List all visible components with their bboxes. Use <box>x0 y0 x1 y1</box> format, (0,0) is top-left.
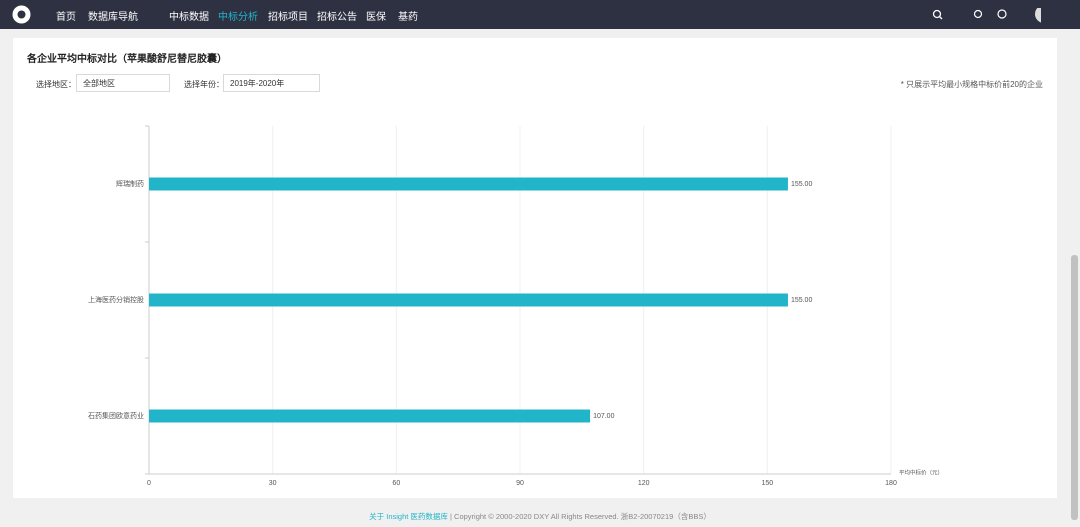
nav-item[interactable]: 招标公告 <box>317 12 357 23</box>
value-label: 155.00 <box>791 297 813 304</box>
x-tick-label: 0 <box>147 480 151 487</box>
footer: 关于 Insight 医药数据库 | Copyright © 2000-2020… <box>0 511 1080 522</box>
y-tick-label: 辉瑞制药 <box>116 179 144 188</box>
note: * 只展示平均最小规格中标价前20的企业 <box>900 80 1043 89</box>
year-input[interactable]: 2019年-2020年 <box>223 74 320 92</box>
value-label: 155.00 <box>791 181 813 188</box>
logo[interactable] <box>12 5 31 24</box>
scrollbar[interactable] <box>1071 255 1078 520</box>
x-tick-label: 150 <box>761 480 773 487</box>
nav-item[interactable]: 医保 <box>366 12 386 23</box>
x-tick-label: 60 <box>392 480 400 487</box>
top-nav: 首页 数据库导航 中标数据 中标分析 招标项目 招标公告 医保 基药 <box>0 0 1080 29</box>
nav-item[interactable]: 中标数据 <box>169 12 209 23</box>
year-label: 选择年份： <box>184 80 224 89</box>
y-tick-label: 上海医药分销控股 <box>88 295 144 304</box>
region-label: 选择地区： <box>36 80 76 89</box>
nav-item[interactable]: 首页 <box>56 12 76 23</box>
chart-title: 各企业平均中标对比（苹果酸舒尼替尼胶囊） <box>27 54 227 65</box>
x-tick-label: 30 <box>269 480 277 487</box>
x-axis-label: 平均中标价（元） <box>899 468 943 476</box>
bar <box>149 409 591 423</box>
nav-item[interactable]: 中标分析 <box>218 12 258 23</box>
bar <box>149 177 788 191</box>
nav-icons <box>932 8 1041 23</box>
x-tick-label: 120 <box>638 480 650 487</box>
x-tick-label: 90 <box>516 480 524 487</box>
value-label: 107.00 <box>593 413 615 420</box>
region-select[interactable]: 全部地区 <box>76 74 170 92</box>
y-tick-label: 石药集团欧意药业 <box>88 411 144 420</box>
footer-link[interactable]: 关于 Insight 医药数据库 <box>369 512 448 521</box>
bar <box>149 293 788 307</box>
x-tick-label: 180 <box>885 480 897 487</box>
footer-text: | Copyright © 2000-2020 DXY All Rights R… <box>450 512 711 521</box>
nav-item[interactable]: 基药 <box>398 12 418 23</box>
nav-item[interactable]: 数据库导航 <box>88 12 138 23</box>
nav-item[interactable]: 招标项目 <box>268 12 308 23</box>
